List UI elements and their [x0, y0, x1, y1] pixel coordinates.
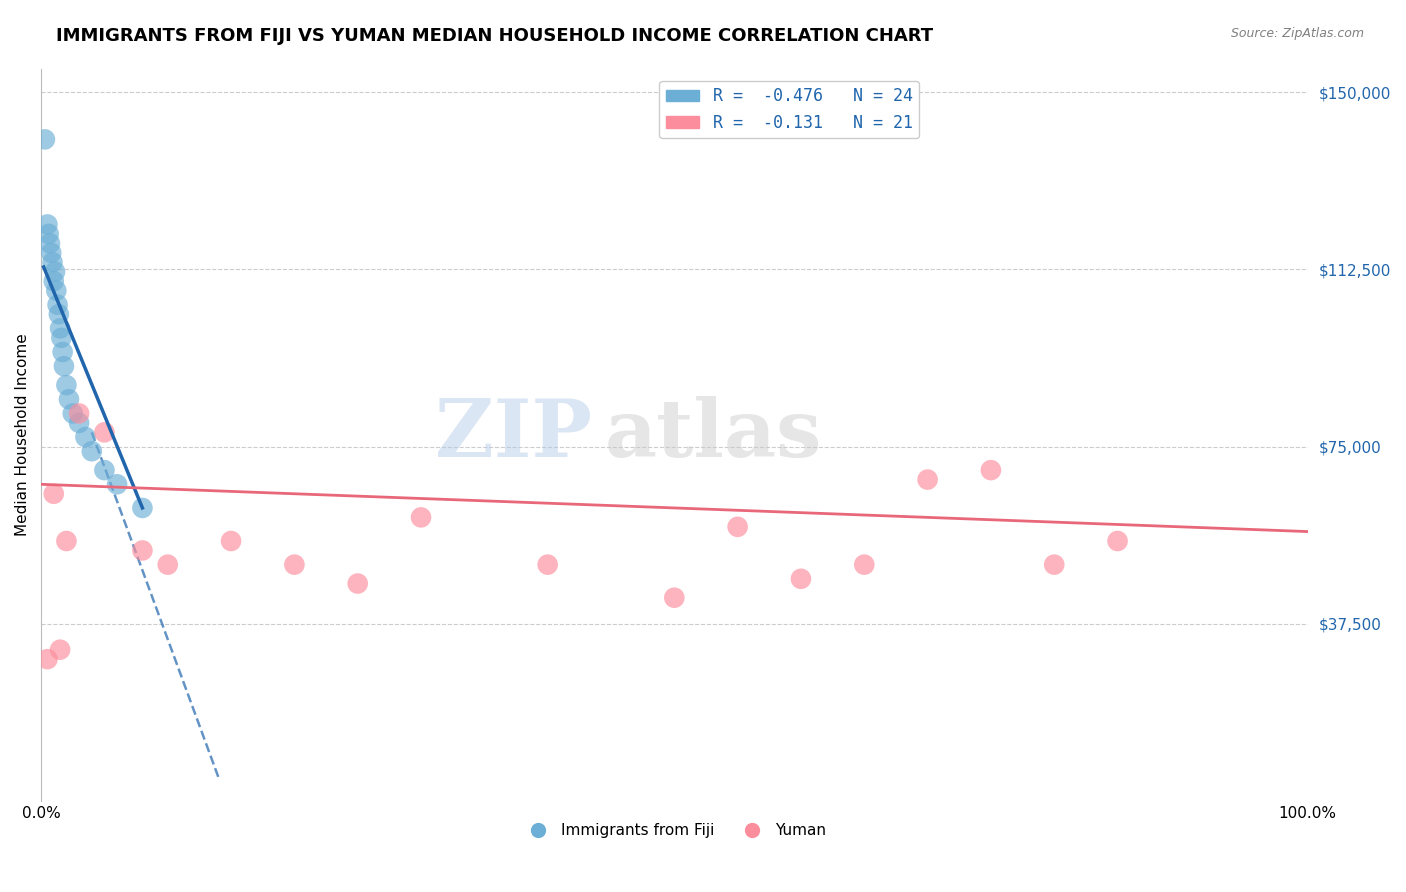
Point — [727, 520, 749, 534]
Point — [37, 218, 59, 232]
Point — [52, 359, 75, 374]
Point — [48, 307, 70, 321]
Point — [55, 378, 77, 392]
Point — [39, 245, 62, 260]
Point — [67, 406, 90, 420]
Point — [39, 236, 62, 251]
Legend: Immigrants from Fiji, Yuman: Immigrants from Fiji, Yuman — [516, 817, 832, 845]
Point — [38, 227, 60, 241]
Point — [131, 543, 153, 558]
Point — [537, 558, 560, 572]
Point — [46, 298, 69, 312]
Point — [1043, 558, 1066, 572]
Point — [41, 255, 63, 269]
Point — [52, 345, 75, 359]
Point — [42, 274, 65, 288]
Point — [49, 321, 72, 335]
Point — [67, 416, 90, 430]
Point — [44, 265, 66, 279]
Point — [409, 510, 432, 524]
Point — [37, 652, 59, 666]
Point — [62, 406, 84, 420]
Y-axis label: Median Household Income: Median Household Income — [15, 334, 30, 536]
Point — [42, 487, 65, 501]
Point — [105, 477, 128, 491]
Point — [131, 500, 153, 515]
Text: ZIP: ZIP — [434, 396, 592, 474]
Point — [75, 430, 97, 444]
Point — [346, 576, 368, 591]
Point — [51, 331, 73, 345]
Point — [45, 284, 67, 298]
Point — [1107, 534, 1129, 549]
Point — [80, 444, 103, 458]
Point — [93, 425, 115, 440]
Point — [58, 392, 80, 407]
Point — [55, 534, 77, 549]
Point — [980, 463, 1002, 477]
Point — [219, 534, 242, 549]
Point — [790, 572, 813, 586]
Point — [49, 642, 72, 657]
Text: atlas: atlas — [605, 396, 823, 474]
Point — [917, 473, 939, 487]
Point — [156, 558, 179, 572]
Text: Source: ZipAtlas.com: Source: ZipAtlas.com — [1230, 27, 1364, 40]
Point — [853, 558, 876, 572]
Point — [283, 558, 305, 572]
Point — [93, 463, 115, 477]
Text: IMMIGRANTS FROM FIJI VS YUMAN MEDIAN HOUSEHOLD INCOME CORRELATION CHART: IMMIGRANTS FROM FIJI VS YUMAN MEDIAN HOU… — [56, 27, 934, 45]
Point — [664, 591, 686, 605]
Point — [34, 132, 56, 146]
